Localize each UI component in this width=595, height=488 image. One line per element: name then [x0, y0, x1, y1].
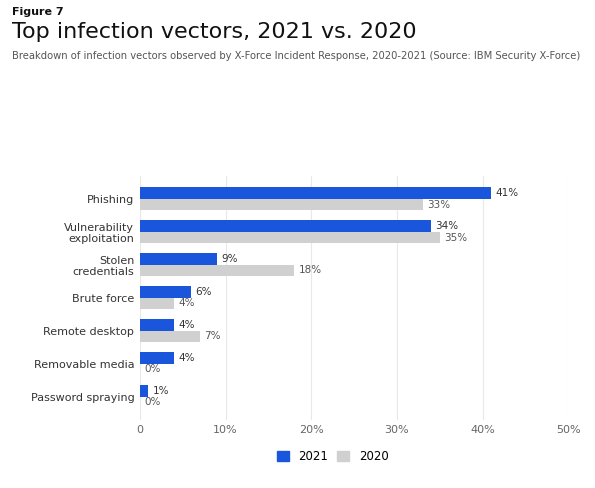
Bar [140, 199, 422, 210]
Text: 4%: 4% [178, 299, 195, 308]
Text: 34%: 34% [436, 221, 459, 231]
Bar [140, 232, 440, 244]
Bar [140, 253, 217, 264]
Bar [140, 298, 174, 309]
Text: Top infection vectors, 2021 vs. 2020: Top infection vectors, 2021 vs. 2020 [12, 22, 416, 42]
Text: Breakdown of infection vectors observed by X-Force Incident Response, 2020-2021 : Breakdown of infection vectors observed … [12, 51, 580, 61]
Text: 18%: 18% [298, 265, 321, 276]
Bar [140, 319, 174, 331]
Bar [140, 187, 491, 199]
Text: 0%: 0% [144, 397, 161, 407]
Text: 0%: 0% [144, 365, 161, 374]
Bar [140, 286, 191, 298]
Bar [140, 264, 294, 276]
Bar [140, 385, 148, 397]
Text: 9%: 9% [221, 254, 238, 264]
Bar [140, 352, 174, 364]
Text: 33%: 33% [427, 200, 450, 209]
Text: 4%: 4% [178, 320, 195, 330]
Text: 1%: 1% [153, 386, 169, 396]
Legend: 2021, 2020: 2021, 2020 [272, 445, 393, 468]
Text: 35%: 35% [444, 232, 467, 243]
Bar [140, 331, 200, 342]
Text: 7%: 7% [204, 331, 221, 342]
Text: 6%: 6% [196, 287, 212, 297]
Text: 4%: 4% [178, 353, 195, 363]
Text: 41%: 41% [496, 188, 518, 198]
Text: Figure 7: Figure 7 [12, 7, 64, 17]
Bar [140, 220, 431, 232]
